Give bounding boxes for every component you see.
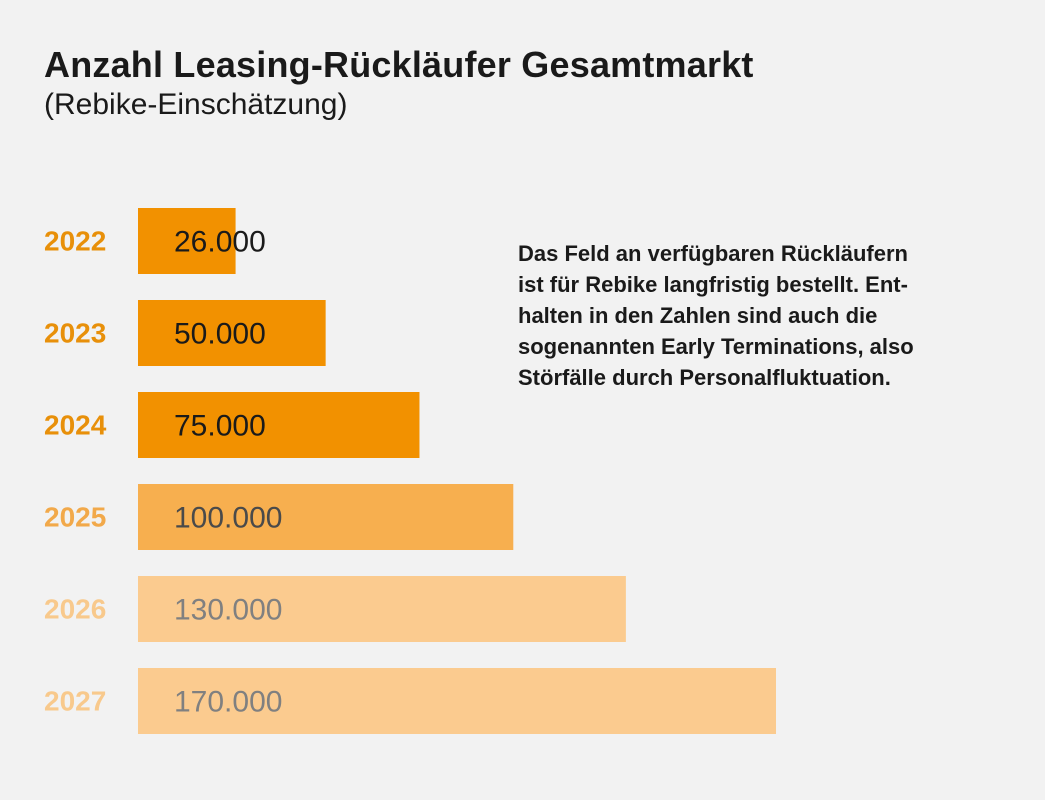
category-label-2026: 2026 — [44, 594, 106, 625]
value-label-2025: 100.000 — [174, 502, 282, 535]
bar-2027 — [138, 668, 776, 734]
value-label-2024: 75.000 — [174, 410, 266, 443]
category-label-2027: 2027 — [44, 686, 106, 717]
chart-note: Das Feld an verfügbaren Rückläufern ist … — [518, 241, 914, 390]
value-label-2027: 170.000 — [174, 686, 282, 719]
bar-2025 — [138, 484, 514, 550]
bar-2026 — [138, 576, 626, 642]
value-label-2023: 50.000 — [174, 318, 266, 351]
bar-2023 — [138, 300, 326, 366]
chart-subtitle: (Rebike-Einschätzung) — [44, 88, 348, 121]
category-label-2025: 2025 — [44, 502, 106, 533]
bar-2024 — [138, 392, 420, 458]
category-label-2023: 2023 — [44, 318, 106, 349]
chart-title: Anzahl Leasing-Rückläufer Gesamtmarkt — [44, 44, 754, 85]
bar-2022 — [138, 208, 236, 274]
category-label-2022: 2022 — [44, 226, 106, 257]
value-label-2022: 26.000 — [174, 226, 266, 259]
category-label-2024: 2024 — [44, 410, 107, 441]
value-label-2026: 130.000 — [174, 594, 282, 627]
